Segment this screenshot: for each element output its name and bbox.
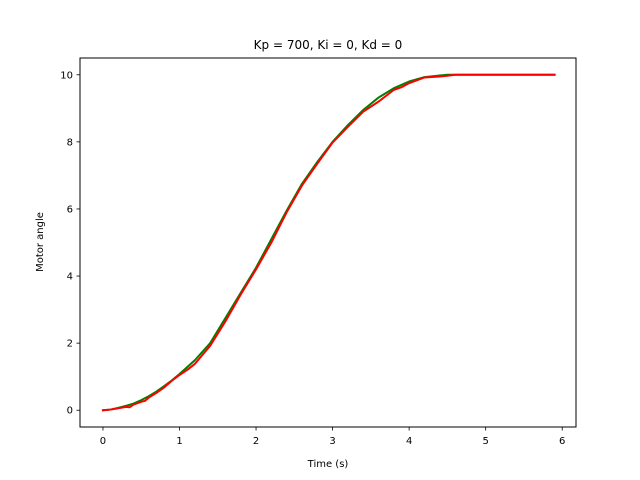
- x-axis: 0 1 2 3 4 5 6: [100, 427, 565, 447]
- series-line-2: [101, 73, 556, 412]
- x-tick-label: 4: [406, 436, 412, 447]
- y-tick-label: 0: [67, 406, 73, 417]
- y-axis-label: Motor angle: [35, 212, 46, 272]
- plot-frame: [79, 57, 577, 428]
- y-tick-label: 4: [67, 272, 73, 283]
- x-tick-label: 0: [100, 436, 106, 447]
- y-tick-label: 10: [60, 70, 73, 81]
- y-axis: 0 2 4 6 8 10: [60, 70, 80, 417]
- x-tick-label: 6: [559, 436, 565, 447]
- x-tick-label: 3: [329, 436, 335, 447]
- x-axis-label: Time (s): [307, 459, 349, 470]
- chart-title: Kp = 700, Ki = 0, Kd = 0: [254, 38, 403, 52]
- x-tick-label: 5: [482, 436, 488, 447]
- series-line-1: [101, 73, 556, 412]
- y-tick-label: 2: [67, 339, 73, 350]
- series-layer: [101, 73, 556, 412]
- x-tick-label: 1: [176, 436, 182, 447]
- y-tick-label: 6: [67, 204, 73, 215]
- y-tick-label: 8: [67, 137, 73, 148]
- x-tick-label: 2: [253, 436, 259, 447]
